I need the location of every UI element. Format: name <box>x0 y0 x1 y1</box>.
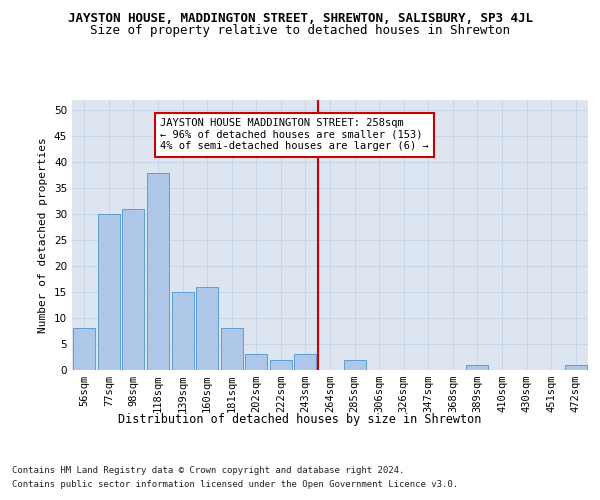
Bar <box>466 365 488 370</box>
Bar <box>196 287 218 370</box>
Bar <box>344 360 365 370</box>
Bar <box>73 328 95 370</box>
Bar <box>221 328 243 370</box>
Bar <box>565 365 587 370</box>
Bar <box>98 214 120 370</box>
Bar <box>172 292 194 370</box>
Bar <box>147 172 169 370</box>
Text: Distribution of detached houses by size in Shrewton: Distribution of detached houses by size … <box>118 412 482 426</box>
Text: Contains HM Land Registry data © Crown copyright and database right 2024.: Contains HM Land Registry data © Crown c… <box>12 466 404 475</box>
Text: JAYSTON HOUSE, MADDINGTON STREET, SHREWTON, SALISBURY, SP3 4JL: JAYSTON HOUSE, MADDINGTON STREET, SHREWT… <box>67 12 533 26</box>
Bar <box>245 354 268 370</box>
Bar <box>295 354 316 370</box>
Y-axis label: Number of detached properties: Number of detached properties <box>38 137 49 333</box>
Text: Contains public sector information licensed under the Open Government Licence v3: Contains public sector information licen… <box>12 480 458 489</box>
Text: Size of property relative to detached houses in Shrewton: Size of property relative to detached ho… <box>90 24 510 37</box>
Text: JAYSTON HOUSE MADDINGTON STREET: 258sqm
← 96% of detached houses are smaller (15: JAYSTON HOUSE MADDINGTON STREET: 258sqm … <box>160 118 429 152</box>
Bar <box>122 209 145 370</box>
Bar <box>270 360 292 370</box>
